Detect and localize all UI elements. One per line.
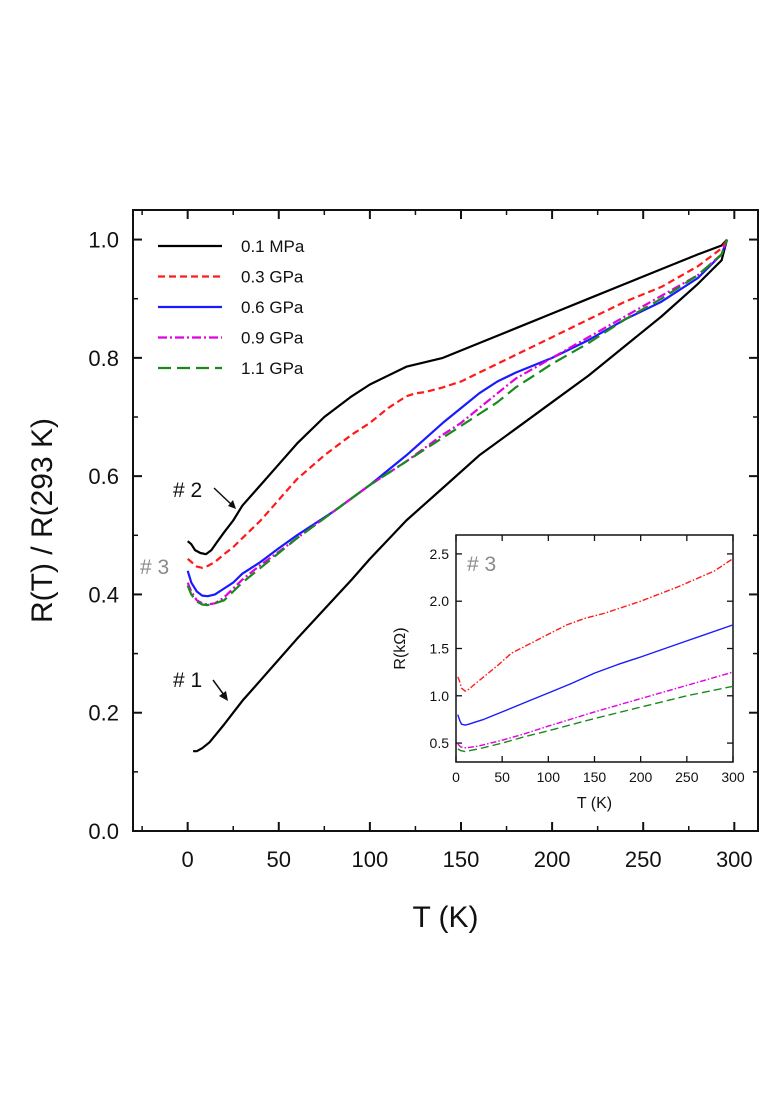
inset-y-tick-label: 2.5 — [430, 546, 450, 562]
main-plot: 0 50 100 150 200 250 300 0.0 0.2 0.4 0.6 0.8 1.0 T (K… — [26, 209, 759, 934]
series-line--1 — [193, 239, 729, 753]
inset-y-tick-label: 1.5 — [430, 641, 450, 657]
legend-label: 0.6 GPa — [241, 298, 304, 317]
legend-label: 0.1 MPa — [241, 237, 305, 256]
x-tick-label: 300 — [716, 847, 753, 872]
inset-x-tick-label: 300 — [721, 769, 745, 785]
inset-series-line-0-3-gpa — [457, 558, 734, 692]
annotation-arrowhead — [219, 691, 228, 701]
inset-x-tick-label: 200 — [629, 769, 653, 785]
inset-annotation-sample-3: # 3 — [467, 553, 496, 576]
x-tick-label: 100 — [352, 847, 389, 872]
inset-x-tick-label: 50 — [494, 769, 510, 785]
y-tick-label: 0.6 — [88, 464, 119, 489]
inset-x-tick-label: 100 — [537, 769, 561, 785]
annotation-arrow — [212, 679, 225, 696]
series-line-0-1-mpa — [186, 238, 728, 556]
x-tick-label: 150 — [443, 847, 480, 872]
x-axis-title: T (K) — [412, 901, 478, 934]
inset-series-line-0-6-gpa — [457, 624, 734, 726]
annotation-curve-2: # 2 — [173, 479, 202, 502]
inset-x-axis-title: T (K) — [577, 795, 612, 812]
y-tick-label: 0.4 — [88, 582, 119, 607]
y-tick-label: 1.0 — [88, 228, 119, 253]
series-line-1-1-gpa — [186, 239, 729, 607]
series-line-0-3-gpa — [186, 239, 728, 569]
legend-label: 0.3 GPa — [241, 268, 304, 287]
inset-x-tick-label: 0 — [452, 769, 460, 785]
inset-plot: 0 50 100 150 200 250 300 0.5 1.0 1.5 2.0 2.5 T (K) R(… — [392, 534, 745, 812]
legend-label: 0.9 GPa — [241, 329, 304, 348]
annotation-sample-3: # 3 — [140, 556, 169, 579]
y-axis-title: R(T) / R(293 K) — [26, 418, 59, 623]
plot-frame — [132, 209, 759, 832]
annotation-arrow — [213, 487, 233, 506]
x-tick-label: 250 — [625, 847, 662, 872]
x-tick-label: 200 — [534, 847, 571, 872]
y-tick-label: 0.8 — [88, 346, 119, 371]
legend-label: 1.1 GPa — [241, 359, 304, 378]
inset-y-tick-label: 2.0 — [430, 593, 450, 609]
y-tick-label: 0.2 — [88, 701, 119, 726]
inset-y-tick-label: 0.5 — [430, 735, 450, 751]
inset-series-line-1-1-gpa — [457, 685, 734, 753]
x-tick-label: 50 — [267, 847, 291, 872]
inset-y-axis-title: R(kΩ) — [392, 627, 409, 669]
inset-frame — [455, 534, 734, 763]
inset-x-tick-label: 150 — [583, 769, 607, 785]
x-tick-label: 0 — [182, 847, 194, 872]
inset-series-line-0-9-gpa — [457, 671, 734, 749]
annotation-curve-1: # 1 — [173, 669, 202, 692]
inset-x-tick-label: 250 — [675, 769, 699, 785]
y-tick-label: 0.0 — [88, 819, 119, 844]
inset-y-tick-label: 1.0 — [430, 688, 450, 704]
annotation-arrowhead — [228, 500, 236, 509]
